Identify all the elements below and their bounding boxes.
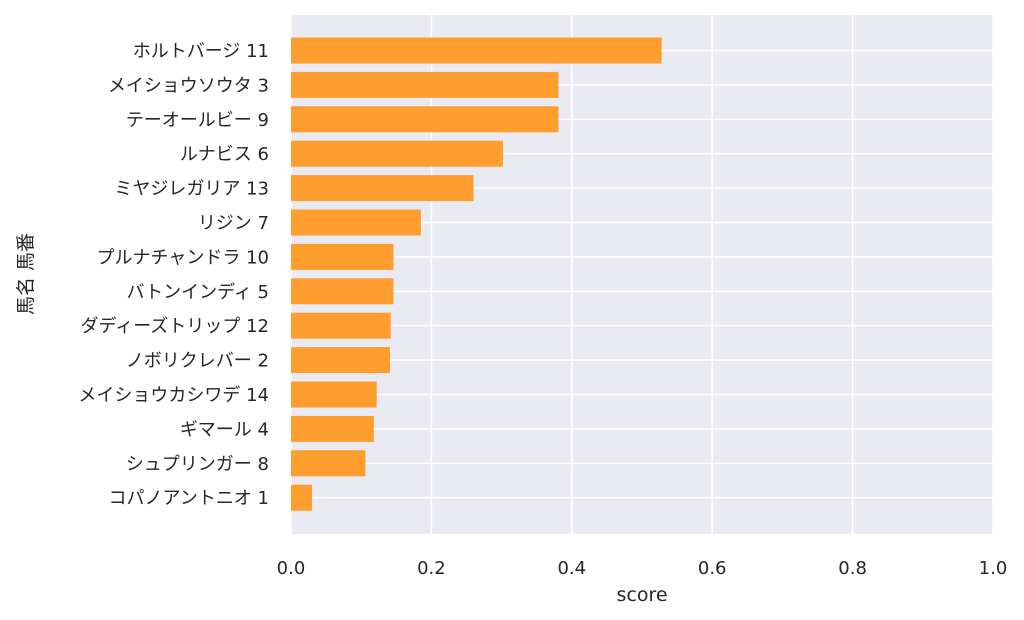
x-tick-label: 0.6 [698, 558, 727, 579]
y-tick-label: ミヤジレガリア 13 [114, 179, 269, 200]
y-tick-label: ホルトバージ 11 [133, 41, 269, 62]
y-tick-label: ダディーズトリップ 12 [81, 316, 269, 337]
bar [291, 415, 374, 442]
bar [291, 140, 504, 167]
y-tick-label: シュプリンガー 8 [126, 454, 269, 475]
bar [291, 381, 377, 408]
x-tick-label: 0.0 [277, 558, 306, 579]
bars [291, 37, 662, 511]
bar [291, 71, 559, 98]
bar [291, 347, 390, 374]
x-axis-label: score [616, 584, 667, 606]
y-tick-label: プルナチャンドラ 10 [97, 247, 269, 268]
y-tick-label: バトンインディ 5 [127, 282, 269, 303]
bar [291, 312, 391, 339]
y-axis-label: 馬名 馬番 [15, 233, 37, 315]
bar [291, 243, 394, 270]
bar [291, 175, 474, 202]
y-tick-labels: ホルトバージ 11 メイショウソウタ 3 テーオールビー 9 ルナビス 6 ミヤジレガリ… [78, 41, 269, 509]
y-tick-label: メイショウカシワデ 14 [78, 385, 269, 406]
y-tick-label: ノボリクレバー 2 [126, 351, 269, 372]
bar [291, 37, 662, 64]
y-tick-label: ルナビス 6 [180, 144, 269, 165]
bar [291, 278, 394, 305]
x-tick-label: 0.8 [838, 558, 867, 579]
x-tick-labels: 0.0 0.2 0.4 0.6 0.8 1.0 [277, 558, 1008, 579]
y-tick-label: コパノアントニオ 1 [109, 488, 269, 509]
x-tick-label: 0.4 [557, 558, 586, 579]
y-tick-label: リジン 7 [198, 213, 269, 234]
y-tick-label: メイショウソウタ 3 [108, 75, 269, 96]
bar [291, 484, 313, 511]
x-tick-label: 0.2 [417, 558, 446, 579]
bar [291, 450, 366, 477]
y-tick-label: テーオールビー 9 [126, 110, 269, 131]
bar [291, 209, 421, 236]
x-tick-label: 1.0 [979, 558, 1008, 579]
plot-area [291, 15, 993, 534]
bar [291, 106, 559, 133]
y-tick-label: ギマール 4 [180, 419, 269, 440]
